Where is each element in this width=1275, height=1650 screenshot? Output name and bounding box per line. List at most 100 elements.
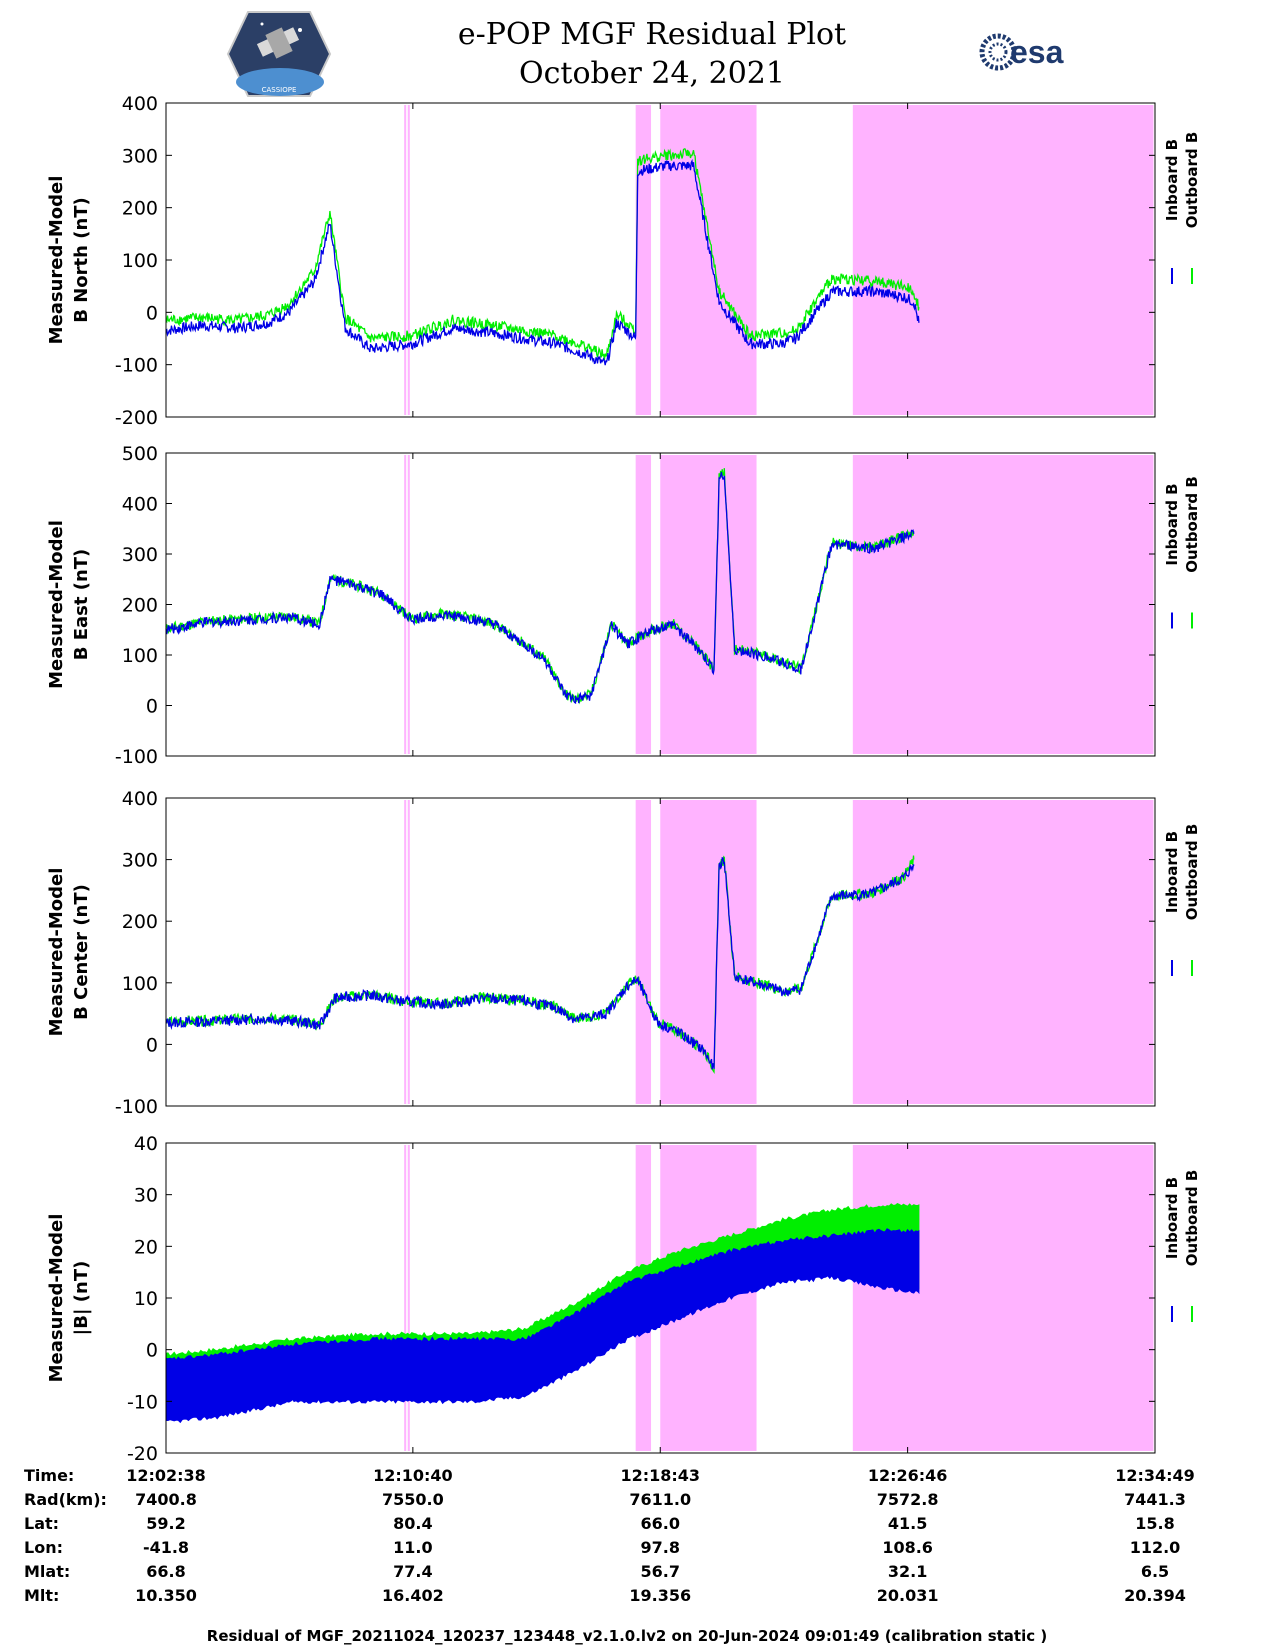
ephemeris-cell: 12:10:40 [373, 1466, 453, 1485]
ephemeris-cell: 12:34:49 [1115, 1466, 1195, 1485]
cassiope-logo: CASSIOPE [226, 11, 332, 97]
ephemeris-cell: 80.4 [393, 1514, 432, 1533]
series-inboard-line [165, 158, 920, 366]
y-tick-label: -200 [115, 407, 158, 429]
shaded-region-5 [852, 1145, 1154, 1451]
legend: Inboard B Outboard B [1163, 476, 1201, 629]
y-tick-label: 0 [146, 302, 158, 324]
y-axis-label-line1: Measured-Model [46, 520, 67, 689]
shaded-region-5 [852, 800, 1154, 1104]
y-tick-label: 500 [122, 443, 158, 465]
y-tick-label: 400 [122, 494, 158, 516]
series-inboard-line [165, 471, 915, 704]
ephemeris-cell: 66.8 [146, 1562, 185, 1581]
y-tick-label: -20 [127, 1443, 158, 1465]
y-axis-label-line2: B Center (nT) [71, 884, 92, 1020]
y-tick-label: -100 [115, 746, 158, 768]
ephemeris-cell: 108.6 [882, 1538, 933, 1557]
y-tick-label: 20 [134, 1236, 158, 1258]
panel-2: 500 400 300 200 100 0 -100 Measured-Model B East… [46, 443, 1201, 768]
y-tick-label: 100 [122, 645, 158, 667]
y-tick-label: 400 [122, 788, 158, 810]
y-tick-label: 0 [146, 1340, 158, 1362]
y-tick-label: 10 [134, 1288, 158, 1310]
y-tick-label: 0 [146, 696, 158, 718]
legend-outboard-label: Outboard B [1183, 132, 1201, 229]
y-tick-label: 30 [134, 1185, 158, 1207]
ephemeris-cell: 32.1 [888, 1562, 927, 1581]
panel-4: 40 30 20 10 0 -10 -20 Measured-Model |B| (nT) Inb… [46, 1133, 1201, 1465]
chart-title: e-POP MGF Residual Plot [458, 17, 846, 52]
ephemeris-cell: 19.356 [629, 1586, 691, 1605]
ephemeris-cell: 66.0 [641, 1514, 680, 1533]
chart-subtitle: October 24, 2021 [519, 56, 785, 91]
ephemeris-cell: 7611.0 [629, 1490, 691, 1509]
ephemeris-cell: 20.031 [877, 1586, 939, 1605]
ephemeris-cell: 6.5 [1141, 1562, 1169, 1581]
footer-caption: Residual of MGF_20211024_120237_123448_v… [207, 1627, 1047, 1645]
ephemeris-row-label: Mlt: [24, 1586, 59, 1605]
shaded-region-4 [660, 105, 757, 415]
legend-inboard-label: Inboard B [1163, 831, 1181, 913]
y-tick-label: 100 [122, 973, 158, 995]
shaded-region-4 [660, 455, 757, 754]
ephemeris-cell: 15.8 [1135, 1514, 1174, 1533]
ephemeris-cell: 7550.0 [382, 1490, 444, 1509]
shaded-region-5 [852, 105, 1154, 415]
y-tick-label: 200 [122, 911, 158, 933]
ephemeris-row-label: Lat: [24, 1514, 59, 1533]
y-tick-label: -100 [115, 1096, 158, 1118]
esa-logo: esa [979, 33, 1064, 71]
panel-3: 400 300 200 100 0 -100 Measured-Model B Center … [46, 788, 1201, 1118]
shaded-region-1 [404, 455, 407, 754]
panel-1: 400 300 200 100 0 -100 -200 Measured-Model B Nor… [46, 93, 1201, 429]
y-tick-label: 200 [122, 198, 158, 220]
legend: Inboard B Outboard B [1163, 132, 1201, 284]
ephemeris-cell: 12:02:38 [126, 1466, 206, 1485]
shaded-region-3 [635, 800, 652, 1104]
y-tick-label: 300 [122, 145, 158, 167]
legend-outboard-label: Outboard B [1183, 476, 1201, 573]
shaded-region-3 [635, 105, 652, 415]
y-tick-label: 300 [122, 544, 158, 566]
ephemeris-cell: 7572.8 [877, 1490, 939, 1509]
y-tick-label: 40 [134, 1133, 158, 1155]
ephemeris-cell: 20.394 [1124, 1586, 1186, 1605]
y-tick-label: -100 [115, 355, 158, 377]
series-outboard-line [165, 148, 920, 360]
ephemeris-row-label: Rad(km): [24, 1490, 107, 1509]
legend-inboard-label: Inboard B [1163, 1177, 1181, 1259]
y-tick-label: 0 [146, 1034, 158, 1056]
ephemeris-row-label: Time: [24, 1466, 74, 1485]
shaded-region-1 [404, 105, 407, 415]
y-axis-label-line1: Measured-Model [46, 868, 67, 1037]
esa-logo-text: esa [1010, 34, 1064, 70]
y-axis-label-line2: |B| (nT) [71, 1261, 92, 1336]
ephemeris-cell: 16.402 [382, 1586, 444, 1605]
ephemeris-cell: -41.8 [143, 1538, 189, 1557]
y-axis-label-line2: B East (nT) [71, 549, 92, 661]
ephemeris-cell: 11.0 [393, 1538, 432, 1557]
legend: Inboard B Outboard B [1163, 1170, 1201, 1322]
legend-outboard-label: Outboard B [1183, 824, 1201, 921]
y-tick-label: 200 [122, 595, 158, 617]
cassiope-logo-text: CASSIOPE [262, 86, 297, 94]
legend: Inboard B Outboard B [1163, 824, 1201, 976]
ephemeris-row-label: Lon: [24, 1538, 63, 1557]
ephemeris-cell: 77.4 [393, 1562, 432, 1581]
y-axis-label-line1: Measured-Model [46, 1214, 67, 1383]
ephemeris-cell: 12:26:46 [868, 1466, 948, 1485]
shaded-region-5 [852, 455, 1154, 754]
shaded-region-1 [404, 1145, 407, 1451]
ephemeris-cell: 112.0 [1130, 1538, 1181, 1557]
shaded-region-1 [404, 800, 407, 1104]
legend-outboard-label: Outboard B [1183, 1170, 1201, 1267]
y-axis-label-line2: B North (nT) [71, 197, 92, 323]
ephemeris-cell: 59.2 [146, 1514, 185, 1533]
ephemeris-cell: 10.350 [135, 1586, 197, 1605]
ephemeris-cell: 97.8 [641, 1538, 680, 1557]
ephemeris-cell: 56.7 [641, 1562, 680, 1581]
y-tick-label: 100 [122, 250, 158, 272]
